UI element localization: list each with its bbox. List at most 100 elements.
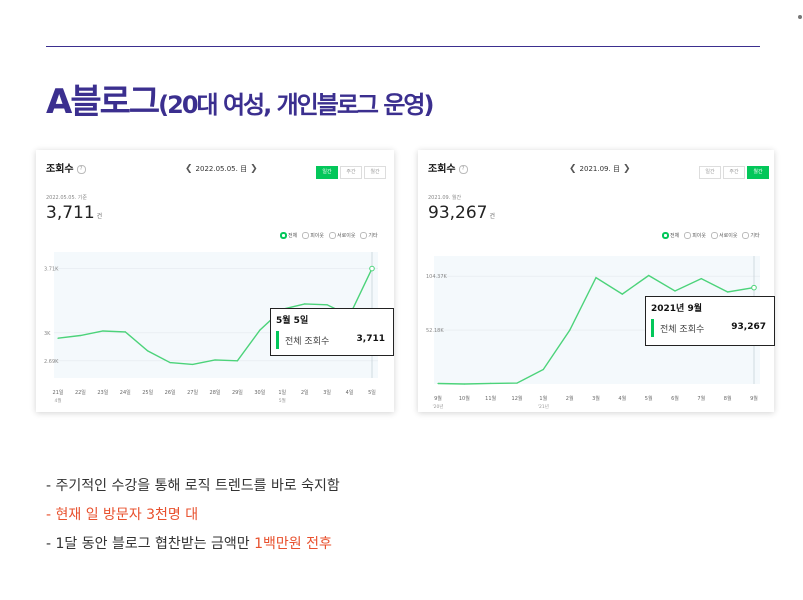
legend-other[interactable]: 기타 — [742, 232, 760, 239]
date-label[interactable]: 2022.05.05. 目 — [195, 165, 248, 173]
x-tick-label: 5월 — [645, 395, 653, 402]
x-tick-label: 3월 — [592, 395, 600, 402]
period-tabs: 일간 주간 월간 — [316, 166, 386, 179]
period-caption: 2021.09. 월간 — [428, 195, 462, 201]
data-point — [516, 382, 518, 384]
date-label[interactable]: 2021.09. 目 — [579, 165, 620, 173]
x-tick-label: 4일 — [346, 389, 354, 396]
x-tick-label: 1월 — [539, 395, 547, 402]
x-tick-label: 24일 — [120, 389, 131, 396]
tab-daily[interactable]: 일간 — [316, 166, 338, 179]
data-point — [542, 368, 544, 371]
tooltip-value: 3,711 — [356, 334, 385, 344]
x-tick-label: 25일 — [142, 389, 153, 396]
data-point — [648, 274, 650, 277]
x-tick-label: 10월 — [459, 395, 470, 402]
data-point — [437, 382, 439, 385]
legend-mutual[interactable]: 서로이웃 — [329, 232, 355, 239]
data-point — [236, 360, 239, 362]
x-tick-label: 29일 — [232, 389, 243, 396]
x-tick-label: 22일 — [75, 389, 86, 396]
x-tick-label: 9월 — [750, 395, 758, 402]
data-point-highlight — [369, 265, 375, 272]
monthly-views-card: 조회수? ❮ 2021.09. 目 ❯ 일간 주간 월간 2021.09. 월간 9… — [418, 150, 775, 412]
next-date-icon[interactable]: ❯ — [250, 164, 258, 174]
x-tick-label: 21일 — [53, 389, 64, 396]
bullet-item: - 1달 동안 블로그 협찬받는 금액만 1백만원 전후 — [46, 536, 332, 552]
info-icon[interactable]: ? — [76, 164, 86, 174]
data-point — [569, 329, 571, 331]
data-point — [214, 359, 216, 361]
slide-title: A블로그(20대 여성, 개인블로그 운영) — [46, 74, 434, 123]
legend: 전체 피이웃 서로이웃 기타 — [662, 232, 760, 239]
tab-monthly[interactable]: 월간 — [747, 166, 769, 179]
y-tick-label: 2.69K — [44, 359, 59, 365]
chart-tooltip: 2021년 9월 전체 조회수 93,267 — [645, 296, 775, 346]
x-tick-label: 30일 — [254, 389, 265, 396]
x-tick-label: 7월 — [697, 395, 705, 402]
tooltip-title: 5월 5일 — [276, 316, 309, 326]
data-point — [490, 382, 492, 384]
next-date-icon[interactable]: ❯ — [622, 164, 631, 174]
title-main: A블로그 — [46, 82, 160, 122]
tab-daily[interactable]: 일간 — [699, 166, 721, 179]
date-navigator: ❮ 2021.09. 目 ❯ — [566, 164, 634, 174]
x-tick-label: 2일 — [301, 389, 309, 396]
bullet-list: - 주기적인 수강을 통해 로직 트렌드를 바로 숙지함 - 현재 일 방문자 … — [46, 476, 340, 563]
x-tick-label: 3일 — [323, 389, 331, 396]
tooltip-value: 93,267 — [731, 322, 766, 332]
legend-neighbor[interactable]: 피이웃 — [684, 232, 706, 239]
total-value: 3,711 건 — [46, 203, 103, 223]
data-point — [191, 363, 194, 366]
header-rule — [46, 46, 760, 47]
data-point — [326, 304, 328, 306]
tab-weekly[interactable]: 주간 — [340, 166, 362, 179]
legend-mutual[interactable]: 서로이웃 — [711, 232, 737, 239]
card-title: 조회수? — [428, 160, 468, 175]
x-tick-sublabel: 5월 — [279, 397, 286, 404]
tooltip-title: 2021년 9월 — [651, 304, 703, 314]
legend: 전체 피이웃 서로이웃 기타 — [280, 232, 378, 239]
tab-monthly[interactable]: 월간 — [364, 166, 386, 179]
x-tick-label: 2월 — [566, 395, 574, 402]
x-tick-label: 11월 — [485, 395, 496, 402]
period-tabs: 일간 주간 월간 — [699, 166, 769, 179]
x-tick-label: 4월 — [618, 395, 626, 402]
data-point — [304, 303, 306, 305]
legend-neighbor[interactable]: 피이웃 — [302, 232, 324, 239]
data-point — [700, 278, 702, 280]
x-tick-label: 8월 — [724, 395, 732, 402]
data-point — [727, 291, 729, 293]
x-tick-label: 28일 — [210, 389, 221, 396]
data-point — [124, 331, 126, 333]
data-point — [147, 350, 149, 352]
x-tick-label: 23일 — [97, 389, 108, 396]
data-point — [595, 276, 597, 279]
y-tick-label: 52.18K — [426, 328, 444, 334]
legend-all[interactable]: 전체 — [662, 232, 679, 239]
y-tick-label: 3.71K — [44, 267, 59, 273]
tooltip-bar — [651, 319, 654, 337]
x-tick-label: 27일 — [187, 389, 198, 396]
data-point-highlight — [751, 284, 757, 291]
data-point — [674, 290, 676, 292]
tooltip-label: 전체 조회수 — [660, 325, 705, 335]
x-tick-label: 26일 — [165, 389, 176, 396]
x-tick-label: 12월 — [512, 395, 523, 402]
legend-all[interactable]: 전체 — [280, 232, 297, 239]
tooltip-bar — [276, 331, 279, 349]
x-tick-sublabel: '21년 — [538, 403, 549, 410]
y-tick-label: 104.37K — [426, 274, 447, 280]
tab-weekly[interactable]: 주간 — [723, 166, 745, 179]
info-icon[interactable]: ? — [458, 164, 468, 174]
prev-date-icon[interactable]: ❮ — [185, 164, 193, 174]
x-tick-label: 1일 — [278, 389, 286, 396]
data-point — [57, 337, 59, 339]
daily-views-card: 조회수? ❮ 2022.05.05. 目 ❯ 일간 주간 월간 2022.05.05… — [36, 150, 394, 412]
y-tick-label: 3K — [44, 331, 51, 337]
total-value: 93,267 건 — [428, 203, 496, 223]
legend-other[interactable]: 기타 — [360, 232, 378, 239]
data-point — [463, 383, 465, 385]
prev-date-icon[interactable]: ❮ — [569, 164, 577, 174]
x-tick-sublabel: 4월 — [54, 397, 61, 404]
